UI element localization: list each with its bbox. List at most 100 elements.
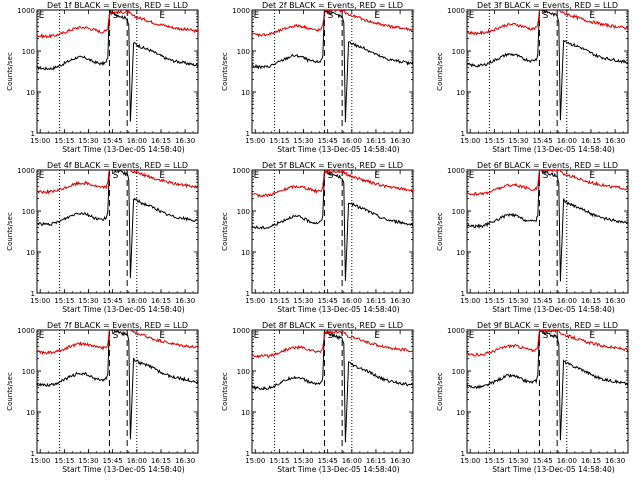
x-tick-label: 15:30 [78,297,98,305]
x-tick-label: 16:30 [390,297,410,305]
event-marker-label: E [39,171,45,181]
x-tick-label: 15:15 [484,137,504,145]
event-marker-label: E [39,331,45,341]
x-axis-label: Start Time (13-Dec-05 14:58:40) [277,465,399,474]
panel-title: Det 1f BLACK = Events, RED = LLD [47,1,188,10]
y-tick-label: 1000 [17,167,35,175]
y-tick-label: 100 [452,208,465,216]
event-marker-label: S [328,171,334,181]
y-tick-label: 1000 [447,167,465,175]
panel-title: Det 5f BLACK = Events, RED = LLD [262,161,403,170]
y-tick-label: 1 [246,290,250,298]
x-tick-label: 15:30 [78,137,98,145]
y-tick-label: 10 [456,409,465,417]
plot-frame [251,169,414,294]
event-marker-label: E [469,11,475,21]
plot-frame [36,329,199,454]
x-tick-label: 16:30 [605,297,625,305]
events-series-line [252,170,413,281]
y-tick-label: 100 [22,368,35,376]
y-axis-label: Counts/sec [6,52,14,91]
y-tick-label: 1 [246,130,250,138]
event-marker-label: S [543,171,549,181]
x-tick-label: 15:45 [318,297,338,305]
x-tick-label: 16:15 [366,137,386,145]
x-tick-label: 16:30 [390,137,410,145]
y-axis-label: Counts/sec [436,52,444,91]
event-marker-label: E [254,331,260,341]
x-tick-label: 15:00 [245,297,265,305]
x-tick-label: 16:00 [557,457,577,465]
y-tick-label: 100 [237,208,250,216]
y-tick-label: 1 [461,130,465,138]
y-tick-label: 1 [461,290,465,298]
y-tick-label: 10 [456,89,465,97]
x-tick-label: 16:00 [127,457,147,465]
detector-panel-9: Det 9f BLACK = Events, RED = LLD 1 10 100 10… [436,321,629,474]
x-tick-label: 16:15 [581,457,601,465]
panel-title: Det 4f BLACK = Events, RED = LLD [47,161,188,170]
x-tick-label: 15:15 [269,137,289,145]
x-tick-label: 16:30 [605,137,625,145]
x-tick-label: 15:45 [533,137,553,145]
y-tick-label: 100 [452,368,465,376]
x-tick-label: 15:30 [508,297,528,305]
x-tick-label: 15:45 [318,137,338,145]
y-tick-label: 1000 [447,7,465,15]
panel-title: Det 7f BLACK = Events, RED = LLD [47,321,188,330]
y-tick-label: 1 [31,290,35,298]
plot-frame [251,329,414,454]
x-axis-label: Start Time (13-Dec-05 14:58:40) [277,145,399,154]
x-tick-label: 15:45 [318,457,338,465]
x-axis-label: Start Time (13-Dec-05 14:58:40) [62,305,184,314]
lld-series-line [252,170,413,198]
y-tick-label: 1000 [17,327,35,335]
events-series-line [252,10,413,123]
x-axis-label: Start Time (13-Dec-05 14:58:40) [277,305,399,314]
x-tick-label: 15:30 [293,457,313,465]
x-tick-label: 15:45 [533,457,553,465]
x-tick-label: 15:30 [293,137,313,145]
y-tick-label: 1000 [447,327,465,335]
x-tick-label: 16:15 [151,297,171,305]
event-marker-label: S [328,11,334,21]
x-tick-label: 16:00 [342,137,362,145]
x-axis-label: Start Time (13-Dec-05 14:58:40) [62,465,184,474]
y-tick-label: 10 [456,249,465,257]
events-series-line [37,330,198,440]
y-axis-label: Counts/sec [221,372,229,411]
x-tick-label: 16:00 [557,137,577,145]
panel-title: Det 9f BLACK = Events, RED = LLD [477,321,618,330]
y-tick-label: 1 [31,130,35,138]
y-tick-label: 10 [26,409,35,417]
x-tick-label: 15:15 [54,457,74,465]
y-tick-label: 1 [31,450,35,458]
event-marker-label: E [39,11,45,21]
detector-panel-7: Det 7f BLACK = Events, RED = LLD 1 10 100 10… [6,321,199,474]
events-series-line [37,10,198,122]
x-tick-label: 16:00 [127,137,147,145]
plot-frame [36,9,199,134]
y-tick-label: 100 [22,208,35,216]
x-tick-label: 16:15 [366,297,386,305]
event-marker-label: E [374,331,380,341]
x-tick-label: 15:30 [508,457,528,465]
detector-panel-3: Det 3f BLACK = Events, RED = LLD 1 10 100 10… [436,1,629,154]
x-tick-label: 16:15 [151,457,171,465]
event-marker-label: S [543,11,549,21]
detector-panel-4: Det 4f BLACK = Events, RED = LLD 1 10 100 10… [6,161,199,314]
y-tick-label: 10 [26,249,35,257]
events-series-line [467,10,628,121]
y-tick-label: 1000 [232,167,250,175]
x-axis-label: Start Time (13-Dec-05 14:58:40) [492,145,614,154]
x-tick-label: 15:00 [460,137,480,145]
x-tick-label: 15:15 [484,457,504,465]
panel-title: Det 2f BLACK = Events, RED = LLD [262,1,403,10]
y-tick-label: 10 [26,89,35,97]
lld-series-line [252,330,413,359]
x-axis-label: Start Time (13-Dec-05 14:58:40) [492,305,614,314]
x-tick-label: 16:30 [390,457,410,465]
x-tick-label: 15:00 [460,297,480,305]
plot-frame [466,329,629,454]
